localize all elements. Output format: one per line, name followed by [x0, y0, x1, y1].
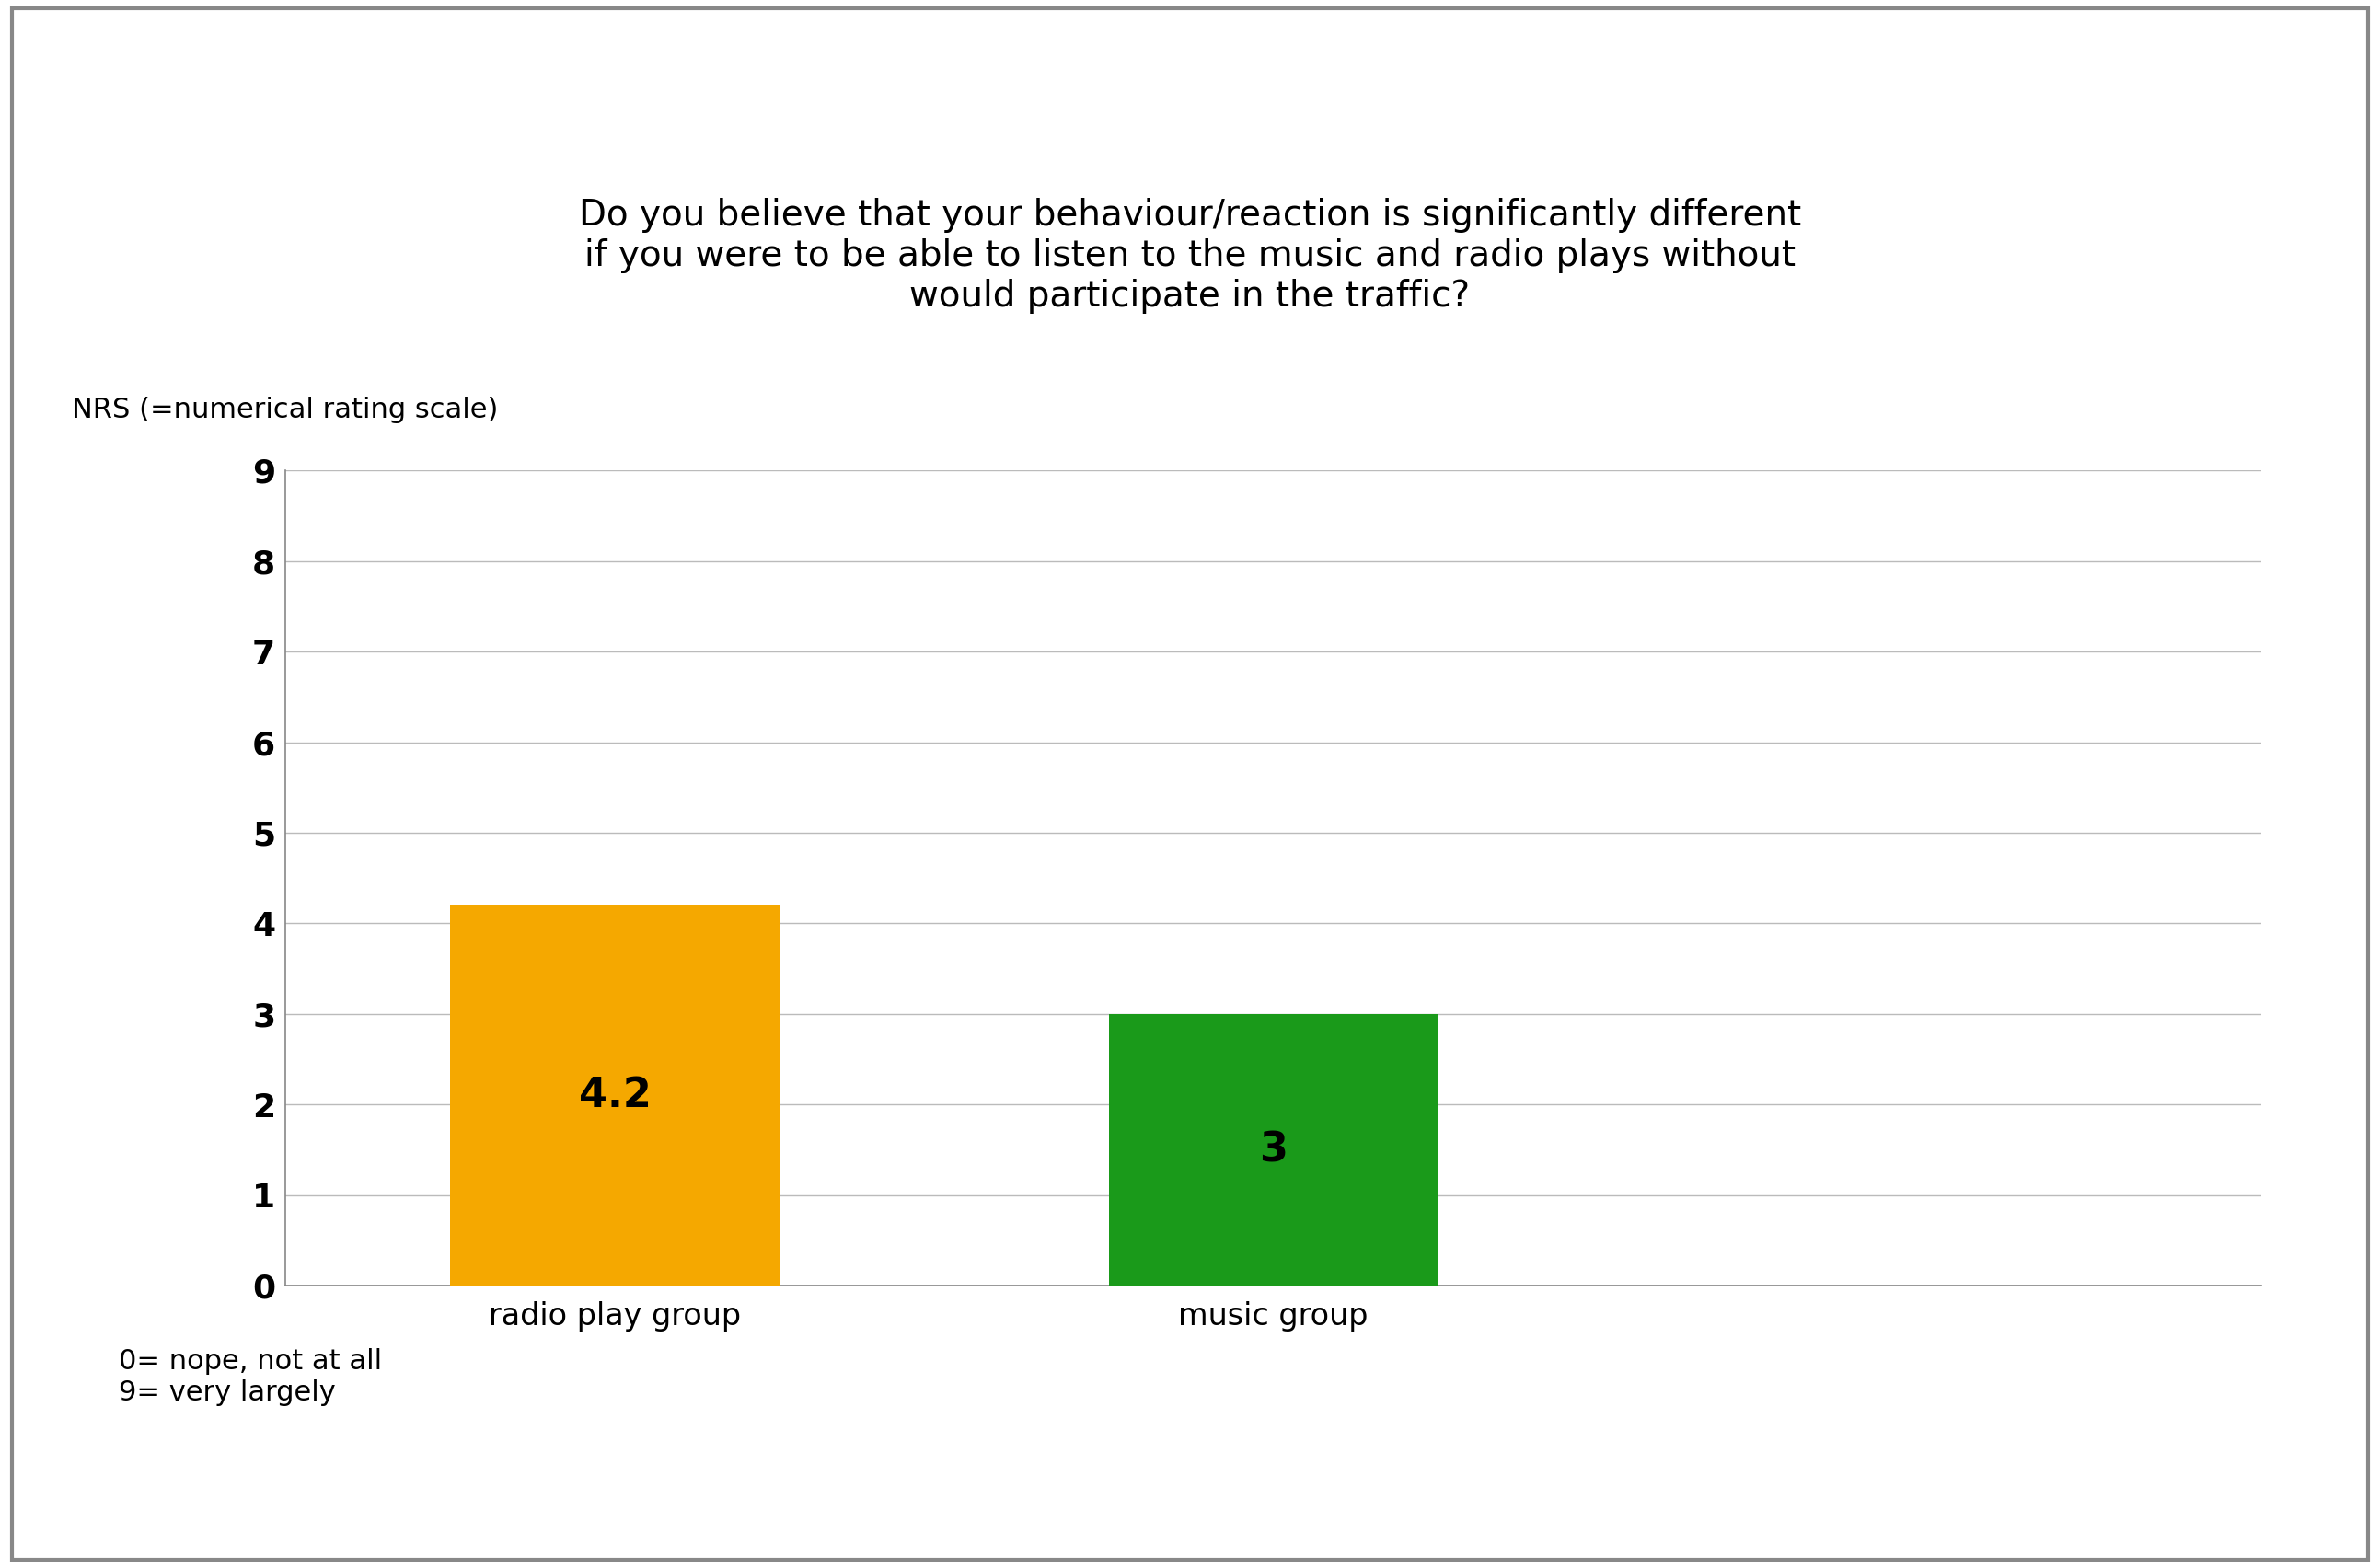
- Bar: [450, 905, 778, 1286]
- Text: Do you believe that your behaviour/reaction is significantly different
if you we: Do you believe that your behaviour/react…: [578, 198, 1802, 314]
- Text: NRS (=numerical rating scale): NRS (=numerical rating scale): [71, 397, 497, 423]
- Bar: [1109, 1014, 1438, 1286]
- Text: 4.2: 4.2: [578, 1076, 652, 1115]
- Text: 3: 3: [1259, 1131, 1288, 1170]
- Text: 0= nope, not at all
9= very largely: 0= nope, not at all 9= very largely: [119, 1348, 383, 1406]
